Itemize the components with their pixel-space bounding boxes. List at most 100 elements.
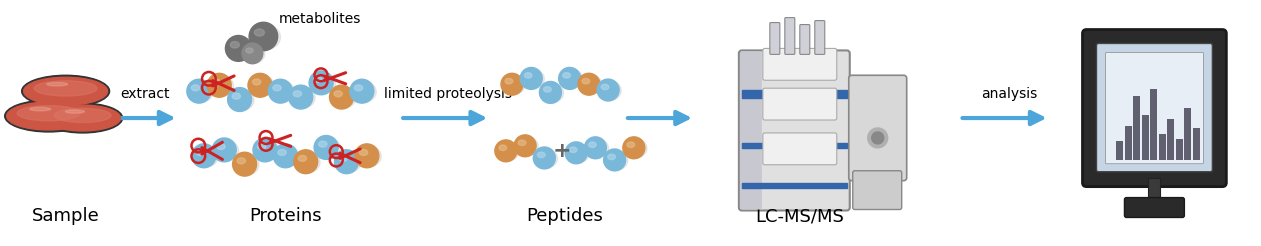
Ellipse shape <box>354 85 363 91</box>
Circle shape <box>294 150 318 174</box>
Ellipse shape <box>298 155 306 161</box>
Ellipse shape <box>314 77 322 82</box>
Ellipse shape <box>246 48 253 53</box>
Circle shape <box>212 138 236 162</box>
Ellipse shape <box>565 143 589 163</box>
Ellipse shape <box>192 146 218 167</box>
FancyBboxPatch shape <box>763 133 837 165</box>
Ellipse shape <box>537 152 545 158</box>
Text: Peptides: Peptides <box>527 207 604 225</box>
Circle shape <box>242 43 262 64</box>
Ellipse shape <box>589 142 596 147</box>
Circle shape <box>540 81 561 103</box>
Ellipse shape <box>339 155 347 161</box>
Ellipse shape <box>540 83 564 103</box>
Circle shape <box>514 135 536 157</box>
Ellipse shape <box>359 150 368 155</box>
Ellipse shape <box>18 106 81 121</box>
Ellipse shape <box>334 91 342 97</box>
Ellipse shape <box>54 108 111 123</box>
Ellipse shape <box>543 87 551 92</box>
Circle shape <box>559 67 580 89</box>
Ellipse shape <box>232 154 259 175</box>
Ellipse shape <box>255 29 265 36</box>
FancyBboxPatch shape <box>799 25 810 54</box>
Ellipse shape <box>24 77 107 105</box>
Bar <box>1168 119 1174 160</box>
Circle shape <box>226 35 251 61</box>
Bar <box>1134 96 1140 160</box>
Circle shape <box>578 73 600 95</box>
Bar <box>1159 134 1166 160</box>
FancyBboxPatch shape <box>1082 30 1227 187</box>
FancyBboxPatch shape <box>763 88 837 120</box>
Ellipse shape <box>207 75 233 97</box>
Bar <box>1177 139 1183 160</box>
Text: extract: extract <box>120 87 169 101</box>
Circle shape <box>250 22 277 51</box>
Ellipse shape <box>277 150 286 155</box>
Ellipse shape <box>334 152 361 173</box>
FancyBboxPatch shape <box>739 50 850 211</box>
FancyBboxPatch shape <box>1106 52 1203 164</box>
Text: Proteins: Proteins <box>250 207 322 225</box>
Circle shape <box>584 137 607 159</box>
Text: Sample: Sample <box>32 207 100 225</box>
Ellipse shape <box>232 93 241 99</box>
Ellipse shape <box>187 81 213 103</box>
Ellipse shape <box>66 110 84 113</box>
Ellipse shape <box>329 87 356 108</box>
FancyBboxPatch shape <box>852 171 902 210</box>
Text: analysis: analysis <box>981 87 1038 101</box>
Circle shape <box>274 144 298 168</box>
Circle shape <box>207 73 231 97</box>
Ellipse shape <box>533 149 557 168</box>
Ellipse shape <box>354 146 381 167</box>
Ellipse shape <box>559 69 583 89</box>
Circle shape <box>289 85 313 109</box>
Ellipse shape <box>6 102 91 130</box>
Circle shape <box>192 144 216 168</box>
Ellipse shape <box>494 141 520 161</box>
Circle shape <box>314 136 338 159</box>
Ellipse shape <box>514 137 538 156</box>
Circle shape <box>349 79 373 103</box>
Text: LC-MS/MS: LC-MS/MS <box>755 207 845 225</box>
Ellipse shape <box>43 103 122 133</box>
Ellipse shape <box>257 144 266 150</box>
Ellipse shape <box>562 73 570 78</box>
FancyBboxPatch shape <box>815 21 825 54</box>
Circle shape <box>501 73 523 95</box>
Ellipse shape <box>250 24 280 50</box>
Ellipse shape <box>5 100 92 132</box>
Ellipse shape <box>349 81 376 103</box>
Ellipse shape <box>604 151 628 170</box>
Ellipse shape <box>231 42 240 48</box>
Circle shape <box>868 128 888 148</box>
Ellipse shape <box>518 140 526 145</box>
Bar <box>1150 89 1158 160</box>
Ellipse shape <box>521 69 545 89</box>
Ellipse shape <box>289 87 315 108</box>
Circle shape <box>329 85 353 109</box>
Ellipse shape <box>228 89 253 111</box>
Ellipse shape <box>217 144 224 150</box>
Bar <box>1184 108 1192 160</box>
Circle shape <box>309 71 333 95</box>
Ellipse shape <box>525 73 532 78</box>
Ellipse shape <box>294 91 301 97</box>
Bar <box>1193 128 1200 160</box>
Ellipse shape <box>237 158 246 164</box>
Ellipse shape <box>583 78 590 84</box>
Ellipse shape <box>294 152 320 173</box>
Bar <box>1125 126 1132 160</box>
Circle shape <box>565 142 588 164</box>
Ellipse shape <box>501 75 525 95</box>
Ellipse shape <box>44 105 121 131</box>
Ellipse shape <box>627 142 634 147</box>
FancyBboxPatch shape <box>740 51 762 210</box>
Ellipse shape <box>248 75 275 97</box>
Circle shape <box>604 149 625 171</box>
Circle shape <box>232 152 256 176</box>
Circle shape <box>334 150 358 174</box>
